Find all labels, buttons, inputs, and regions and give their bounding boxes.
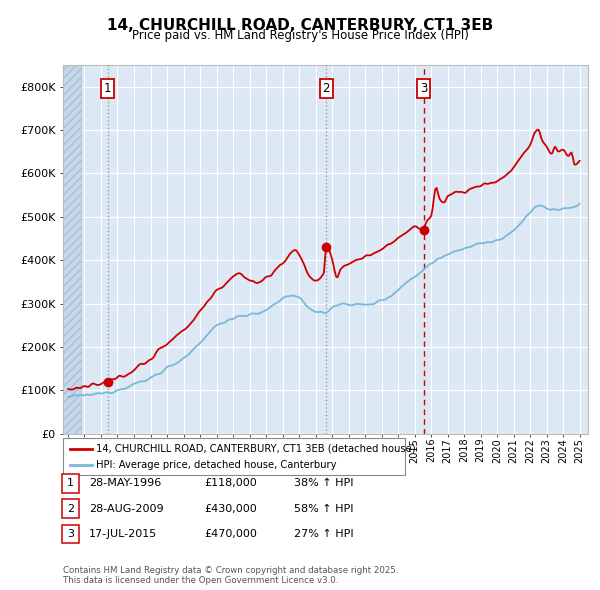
Text: 2: 2 [323, 83, 330, 96]
Text: 3: 3 [420, 83, 427, 96]
Text: 1: 1 [104, 83, 112, 96]
Text: 27% ↑ HPI: 27% ↑ HPI [294, 529, 353, 539]
Text: Price paid vs. HM Land Registry's House Price Index (HPI): Price paid vs. HM Land Registry's House … [131, 30, 469, 42]
Bar [59, 65, 81, 434]
Text: 14, CHURCHILL ROAD, CANTERBURY, CT1 3EB (detached house): 14, CHURCHILL ROAD, CANTERBURY, CT1 3EB … [96, 444, 416, 454]
Text: 3: 3 [67, 529, 74, 539]
Text: £430,000: £430,000 [204, 504, 257, 513]
Text: 1: 1 [67, 478, 74, 488]
Text: 14, CHURCHILL ROAD, CANTERBURY, CT1 3EB: 14, CHURCHILL ROAD, CANTERBURY, CT1 3EB [107, 18, 493, 32]
Text: 2: 2 [67, 504, 74, 513]
Text: Contains HM Land Registry data © Crown copyright and database right 2025.
This d: Contains HM Land Registry data © Crown c… [63, 566, 398, 585]
Text: 28-MAY-1996: 28-MAY-1996 [89, 478, 161, 488]
Text: 28-AUG-2009: 28-AUG-2009 [89, 504, 163, 513]
Text: 17-JUL-2015: 17-JUL-2015 [89, 529, 157, 539]
Text: 58% ↑ HPI: 58% ↑ HPI [294, 504, 353, 513]
Text: HPI: Average price, detached house, Canterbury: HPI: Average price, detached house, Cant… [96, 460, 337, 470]
Text: £470,000: £470,000 [204, 529, 257, 539]
Text: 38% ↑ HPI: 38% ↑ HPI [294, 478, 353, 488]
Text: £118,000: £118,000 [204, 478, 257, 488]
